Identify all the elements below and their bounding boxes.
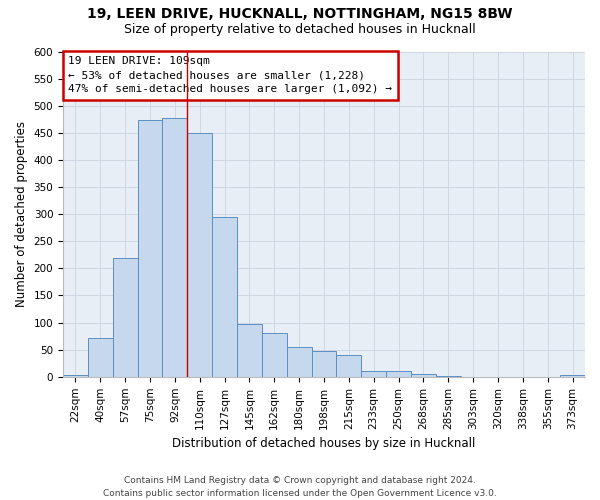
Bar	[361, 371, 386, 377]
Bar	[88, 338, 113, 377]
Bar	[262, 334, 287, 377]
Bar	[113, 258, 137, 377]
Text: 19, LEEN DRIVE, HUCKNALL, NOTTINGHAM, NG15 8BW: 19, LEEN DRIVE, HUCKNALL, NOTTINGHAM, NG…	[87, 8, 513, 22]
Bar	[411, 374, 436, 377]
Bar	[237, 324, 262, 377]
Bar	[287, 347, 311, 377]
Text: 19 LEEN DRIVE: 109sqm
← 53% of detached houses are smaller (1,228)
47% of semi-d: 19 LEEN DRIVE: 109sqm ← 53% of detached …	[68, 56, 392, 94]
Bar	[311, 352, 337, 377]
Bar	[163, 118, 187, 377]
X-axis label: Distribution of detached houses by size in Hucknall: Distribution of detached houses by size …	[172, 437, 476, 450]
Bar	[560, 374, 585, 377]
Bar	[436, 376, 461, 377]
Y-axis label: Number of detached properties: Number of detached properties	[15, 121, 28, 307]
Bar	[187, 133, 212, 377]
Text: Contains HM Land Registry data © Crown copyright and database right 2024.
Contai: Contains HM Land Registry data © Crown c…	[103, 476, 497, 498]
Bar	[212, 217, 237, 377]
Bar	[386, 371, 411, 377]
Bar	[337, 354, 361, 377]
Bar	[137, 120, 163, 377]
Bar	[63, 375, 88, 377]
Text: Size of property relative to detached houses in Hucknall: Size of property relative to detached ho…	[124, 22, 476, 36]
